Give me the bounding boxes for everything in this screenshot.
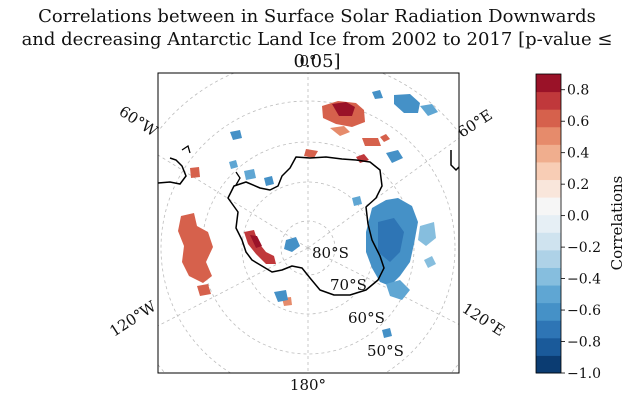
colorbar-tick-label: 0.4 <box>567 146 589 162</box>
colorbar-segment <box>536 197 561 216</box>
meridian-label-120w: 120°W <box>106 297 160 340</box>
meridian-label-0: 0° <box>299 52 316 70</box>
colorbar-segment <box>536 337 561 356</box>
colorbar-segment <box>536 249 561 268</box>
colorbar-segment <box>536 144 561 163</box>
colorbar-tick-label: 0.0 <box>567 209 589 225</box>
negative-correlation-patches <box>229 90 438 338</box>
colorbar-tick-label: −0.8 <box>567 335 601 351</box>
latitude-label-50s: 50°S <box>367 342 404 360</box>
colorbar-segment <box>536 232 561 251</box>
chart-title-line-1: Correlations between in Surface Solar Ra… <box>38 6 596 27</box>
latitude-label-70s: 70°S <box>330 276 367 294</box>
colorbar-segment <box>536 355 561 374</box>
south-america-coastline <box>158 157 187 185</box>
colorbar-tick-label: −0.6 <box>567 303 601 319</box>
colorbar-segment <box>536 320 561 339</box>
meridian-label-180: 180° <box>290 376 326 394</box>
colorbar-border <box>535 73 562 374</box>
latitude-label-60s: 60°S <box>348 309 385 327</box>
colorbar-segment <box>536 285 561 304</box>
meridian-label-60w: 60°W <box>116 102 162 140</box>
meridian-label-60e: 60°E <box>454 106 495 142</box>
antarctica-coastline <box>227 156 385 296</box>
colorbar-tick-label: −0.2 <box>567 240 601 256</box>
colorbar-segment <box>536 126 561 145</box>
colorbar-segment <box>536 302 561 321</box>
colorbar-segment <box>536 179 561 198</box>
map-border <box>157 72 460 374</box>
colorbar-segment <box>536 161 561 181</box>
meridian-label-120e: 120°E <box>459 299 508 340</box>
colorbar-segment <box>536 267 561 286</box>
colorbar-tick-label: 0.6 <box>567 114 589 130</box>
colorbar-ticks: 0.8 0.6 0.4 0.2 0.0 −0.2 −0.4 −0.6 −0.8 −1.0 <box>561 83 601 382</box>
colorbar-label: Correlations <box>608 176 626 271</box>
colorbar-segment <box>536 109 561 128</box>
colorbar-segment <box>536 214 561 233</box>
colorbar-tick-label: 0.2 <box>567 177 589 193</box>
latitude-label-80s: 80°S <box>312 244 349 262</box>
colorbar-segment <box>536 91 561 110</box>
colorbar-tick-label: −0.4 <box>567 272 601 288</box>
colorbar <box>536 74 561 374</box>
chart-title-line-2: and decreasing Antarctic Land Ice from 2… <box>21 29 613 72</box>
colorbar-segment <box>536 74 561 93</box>
australia-coastline <box>450 150 459 172</box>
colorbar-tick-label: 0.8 <box>567 83 589 99</box>
colorbar-tick-label: −1.0 <box>567 366 601 382</box>
positive-correlation-patches <box>178 101 390 306</box>
